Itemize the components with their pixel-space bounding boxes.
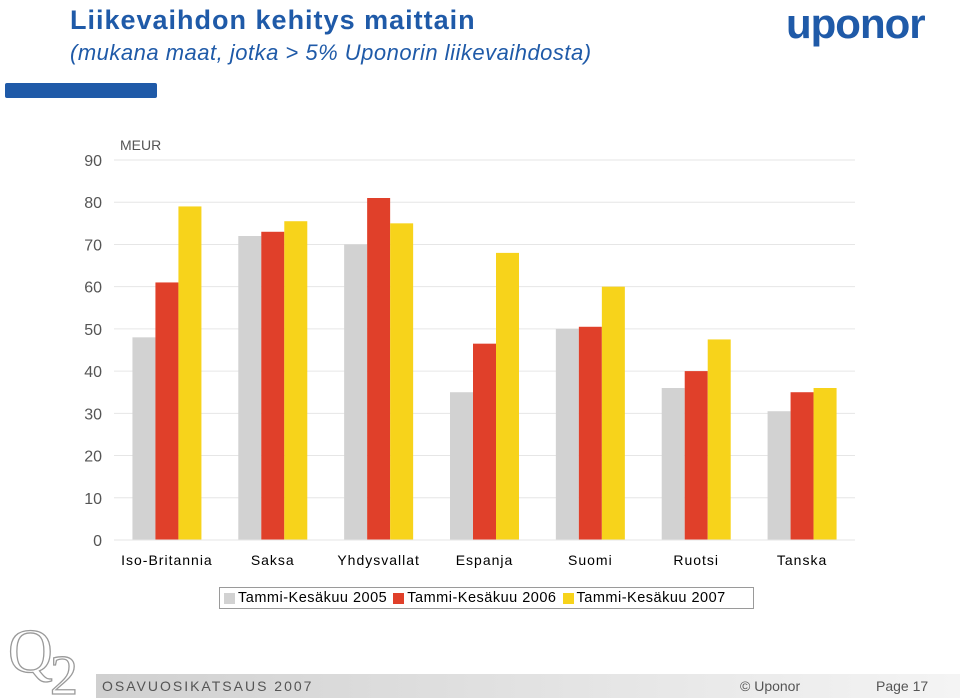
- bar-Yhdysvallat-1: [367, 198, 391, 540]
- bar-Ruotsi-1: [684, 371, 708, 540]
- bar-Iso-Britannia-0: [132, 337, 156, 540]
- y-tick-label-0: 0: [93, 533, 102, 550]
- chart-legend: Tammi-Kesäkuu 2005 Tammi-Kesäkuu 2006 Ta…: [219, 587, 754, 609]
- bar-Ruotsi-2: [707, 339, 731, 540]
- bar-chart: 0 10 20 30 40 50 60 70 80 90 MEUR Iso-Britannia Saks…: [84, 137, 855, 568]
- uponor-logo: uponor: [786, 0, 926, 47]
- y-tick-label-20: 20: [84, 449, 102, 466]
- x-tick-label-6: Tanska: [777, 552, 827, 568]
- y-tick-label-40: 40: [84, 364, 102, 381]
- x-tick-label-0: Iso-Britannia: [121, 552, 213, 568]
- legend-label-2007: Tammi-Kesäkuu 2007: [576, 590, 726, 606]
- legend-swatch-2007: [562, 592, 574, 604]
- legend-swatch-2005: [224, 592, 235, 604]
- y-tick-label-80: 80: [84, 195, 102, 212]
- footer-bar: [96, 674, 960, 698]
- bar-Suomi-2: [601, 286, 625, 540]
- bar-Saksa-0: [238, 236, 262, 540]
- y-tick-label-70: 70: [84, 237, 102, 254]
- x-tick-label-1: Saksa: [251, 552, 295, 568]
- bar-Espanja-1: [473, 343, 496, 540]
- bar-Suomi-0: [555, 328, 579, 540]
- q2-letter-q: Q: [8, 618, 53, 686]
- legend-label-2006: Tammi-Kesäkuu 2006: [407, 590, 557, 606]
- bar-Espanja-2: [496, 252, 519, 540]
- legend-item-2005: Tammi-Kesäkuu 2005: [224, 590, 387, 606]
- bar-Espanja-0: [450, 392, 473, 540]
- footer-copyright: © Uponor: [740, 678, 801, 694]
- q2-mark: Q 2: [7, 617, 78, 698]
- legend-item-2007: Tammi-Kesäkuu 2007: [562, 590, 726, 606]
- q2-digit-2: 2: [50, 645, 78, 698]
- x-tick-label-5: Ruotsi: [673, 552, 719, 568]
- slide-title: Liikevaihdon kehitys maittain: [70, 5, 476, 35]
- y-tick-label-90: 90: [84, 153, 102, 170]
- bar-Ruotsi-0: [661, 388, 685, 540]
- legend-item-2006: Tammi-Kesäkuu 2006: [393, 590, 556, 606]
- legend-swatch-2006: [393, 592, 405, 604]
- bar-Saksa-2: [284, 221, 308, 540]
- bar-Yhdysvallat-0: [344, 244, 368, 540]
- footer-title: OSAVUOSIKATSAUS 2007: [102, 678, 314, 694]
- legend-label-2005: Tammi-Kesäkuu 2005: [238, 590, 388, 606]
- bar-Iso-Britannia-2: [178, 206, 202, 540]
- footer-page-number: Page 17: [876, 678, 929, 694]
- x-tick-label-2: Yhdysvallat: [337, 552, 420, 568]
- y-tick-label-10: 10: [84, 491, 102, 508]
- bar-Tanska-2: [813, 388, 837, 540]
- y-axis-unit-label: MEUR: [120, 137, 161, 153]
- y-tick-label-30: 30: [84, 406, 102, 423]
- x-tick-label-3: Espanja: [456, 552, 514, 568]
- bar-Tanska-1: [790, 392, 814, 540]
- y-tick-label-60: 60: [84, 280, 102, 297]
- bar-Saksa-1: [261, 231, 285, 540]
- x-tick-label-4: Suomi: [568, 552, 613, 568]
- y-tick-label-50: 50: [84, 322, 102, 339]
- bar-Yhdysvallat-2: [390, 223, 414, 541]
- bar-Iso-Britannia-1: [155, 282, 179, 540]
- title-accent-bar: [5, 83, 157, 98]
- slide-subtitle: (mukana maat, jotka > 5% Uponorin liikev…: [70, 40, 592, 65]
- bar-Tanska-0: [767, 411, 791, 540]
- bar-Suomi-1: [578, 326, 602, 540]
